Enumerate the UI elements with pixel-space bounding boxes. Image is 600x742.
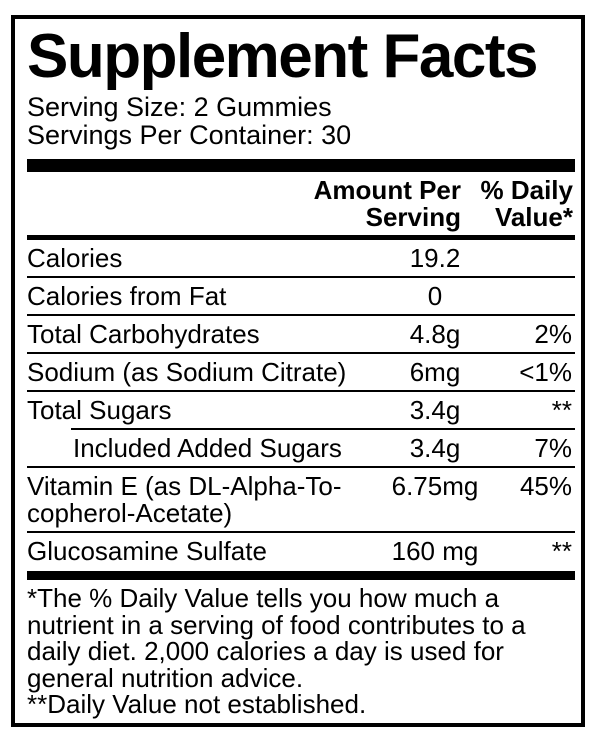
nutrient-row-calories: Calories 19.2 <box>27 240 575 276</box>
serving-size-line: Serving Size: 2 Gummies <box>27 92 332 122</box>
divider-header <box>27 235 575 240</box>
nutrient-row-sodium: Sodium (as Sodium Citrate) 6mg <1% <box>27 354 575 390</box>
divider-thick-bottom <box>27 571 575 580</box>
nutrient-amount: 3.4g <box>409 433 461 463</box>
divider-row <box>27 314 575 316</box>
nutrient-label: Calories from Fat <box>27 281 227 311</box>
not-established-footnote: **Daily Value not established. <box>27 689 367 719</box>
nutrient-row-total-carbohydrates: Total Carbohydrates 4.8g 2% <box>27 316 575 352</box>
nutrient-daily-value: 7% <box>534 433 572 463</box>
servings-per-container-line: Servings Per Container: 30 <box>27 120 352 150</box>
nutrient-label: Total Carbohydrates <box>27 319 260 349</box>
divider-row <box>27 531 575 533</box>
nutrient-amount: 3.4g <box>409 395 461 425</box>
nutrient-daily-value: ** <box>551 536 572 566</box>
nutrient-amount: 6mg <box>409 357 461 387</box>
nutrient-label: Vitamin E (as DL-Alpha-To- copherol-Acet… <box>27 471 342 528</box>
nutrient-amount: 160 mg <box>391 536 479 566</box>
amount-per-serving-header: Amount Per Serving <box>313 175 461 232</box>
nutrient-label: Sodium (as Sodium Citrate) <box>27 357 347 387</box>
nutrient-row-vitamin-e: Vitamin E (as DL-Alpha-To- copherol-Acet… <box>27 468 575 531</box>
nutrient-amount: 4.8g <box>409 319 461 349</box>
nutrient-daily-value: <1% <box>519 357 572 387</box>
nutrient-label: Included Added Sugars <box>73 433 342 463</box>
nutrient-label: Total Sugars <box>27 395 172 425</box>
divider-row-indented <box>71 428 575 430</box>
divider-row <box>27 352 575 354</box>
daily-value-footnote: *The % Daily Value tells you how much a … <box>27 583 526 693</box>
percent-daily-value-header: % Daily Value* <box>480 175 574 232</box>
nutrient-label: Calories <box>27 243 123 273</box>
divider-row <box>27 276 575 278</box>
nutrient-label: Glucosamine Sulfate <box>27 536 267 566</box>
nutrient-row-glucosamine-sulfate: Glucosamine Sulfate 160 mg ** <box>27 533 575 569</box>
nutrient-row-total-sugars: Total Sugars 3.4g ** <box>27 392 575 428</box>
divider-row <box>27 466 575 468</box>
table-header-row: Amount Per Serving % Daily Value* <box>27 177 575 231</box>
nutrient-amount: 19.2 <box>409 243 461 273</box>
nutrient-row-calories-from-fat: Calories from Fat 0 <box>27 278 575 314</box>
nutrient-row-included-added-sugars: Included Added Sugars 3.4g 7% <box>27 430 575 466</box>
nutrient-daily-value: ** <box>551 395 572 425</box>
nutrient-amount: 0 <box>427 281 443 311</box>
panel-title: Supplement Facts <box>27 22 539 91</box>
nutrient-amount: 6.75mg <box>391 471 479 501</box>
nutrient-daily-value: 45% <box>519 471 572 501</box>
supplement-facts-panel: Supplement Facts Serving Size: 2 Gummies… <box>11 15 585 727</box>
divider-thick-top <box>27 159 575 172</box>
nutrient-daily-value: 2% <box>534 319 572 349</box>
divider-row <box>27 390 575 392</box>
